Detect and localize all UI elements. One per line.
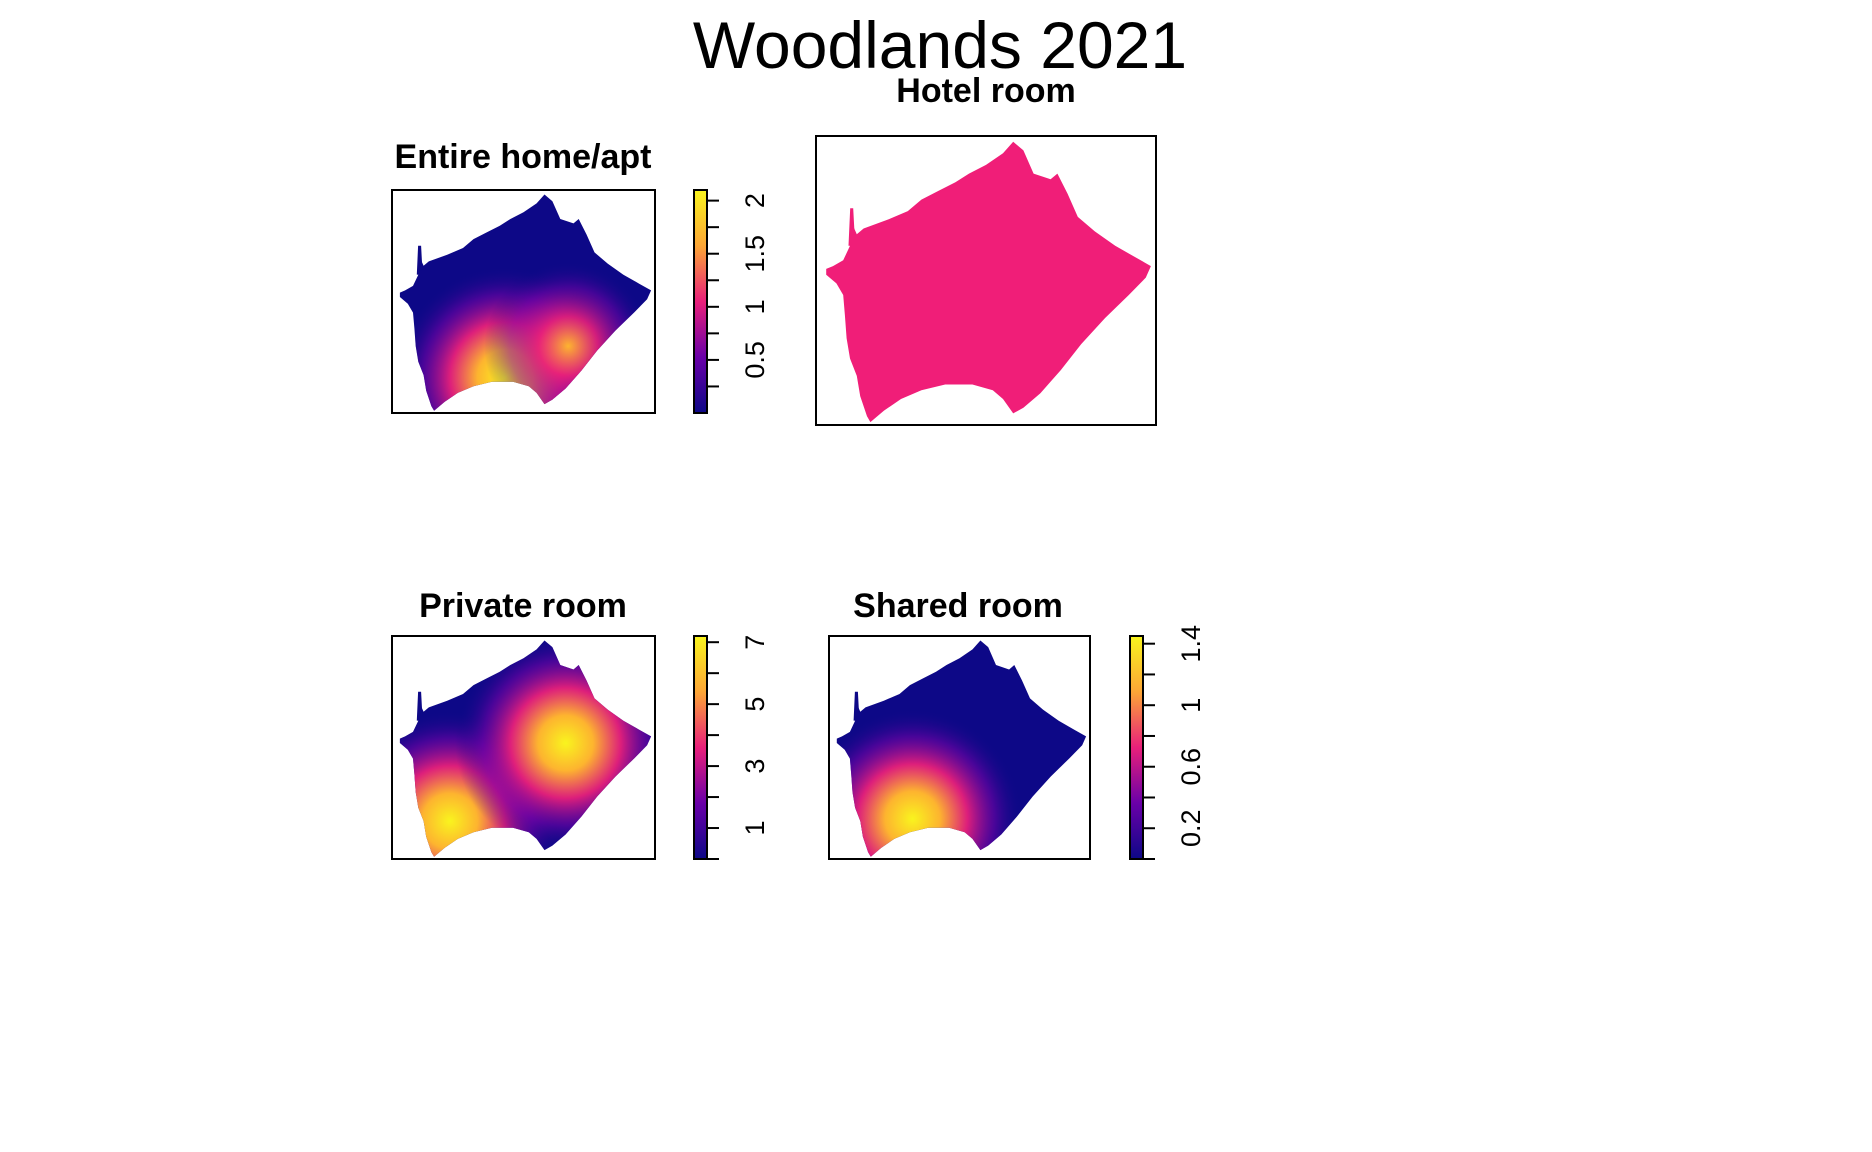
legend-tick-label: 1.4 [1176, 625, 1206, 663]
legend-tick-label: 0.5 [740, 341, 770, 379]
panel-title: Shared room [853, 587, 1063, 625]
density-hotspot [455, 640, 652, 854]
legend-tick-label: 1 [740, 821, 770, 836]
panel-title: Hotel room [896, 72, 1075, 110]
density-surface [836, 640, 1087, 857]
panel-3: Private room 1 3 5 7 [391, 587, 770, 860]
legend-bar [693, 635, 708, 860]
panel-title: Entire home/apt [395, 138, 652, 176]
legend-tick-label: 2 [740, 193, 770, 208]
region-tip [848, 208, 855, 246]
region-tip [853, 691, 860, 721]
legend-bar [693, 189, 708, 414]
color-legend: 0.2 0.6 1 1.4 [1129, 625, 1206, 860]
panel-4: Shared room 0.2 0.6 1 1.4 [828, 587, 1206, 860]
panel-title: Private room [419, 587, 627, 625]
density-surface [399, 640, 652, 857]
legend-tick-label: 3 [740, 759, 770, 774]
density-surface [826, 141, 1151, 423]
legend-tick-label: 1 [1176, 698, 1206, 713]
legend-bar [1129, 635, 1144, 860]
main-title: Woodlands 2021 [693, 8, 1187, 82]
panel-2: Hotel room [815, 72, 1157, 426]
density-hotspot [484, 261, 652, 411]
panel-frame [815, 135, 1157, 426]
legend-tick-label: 0.2 [1176, 809, 1206, 847]
legend-tick-label: 1 [740, 299, 770, 314]
density-fill [826, 141, 1151, 423]
legend-tick-label: 0.6 [1176, 748, 1206, 786]
region-tip [416, 245, 423, 275]
legend-tick-label: 7 [740, 635, 770, 650]
panel-frame [391, 189, 656, 414]
region-tip [416, 691, 423, 721]
color-legend: 0.5 1 1.5 2 [693, 189, 770, 414]
panel-1: Entire home/apt 0.5 1 1.5 2 [391, 138, 770, 414]
legend-tick-label: 1.5 [740, 235, 770, 273]
panel-frame [391, 635, 656, 860]
panel-frame [828, 635, 1091, 860]
color-legend: 1 3 5 7 [693, 635, 770, 860]
legend-tick-label: 5 [740, 697, 770, 712]
density-hotspot [836, 709, 1023, 857]
density-surface [399, 194, 652, 411]
